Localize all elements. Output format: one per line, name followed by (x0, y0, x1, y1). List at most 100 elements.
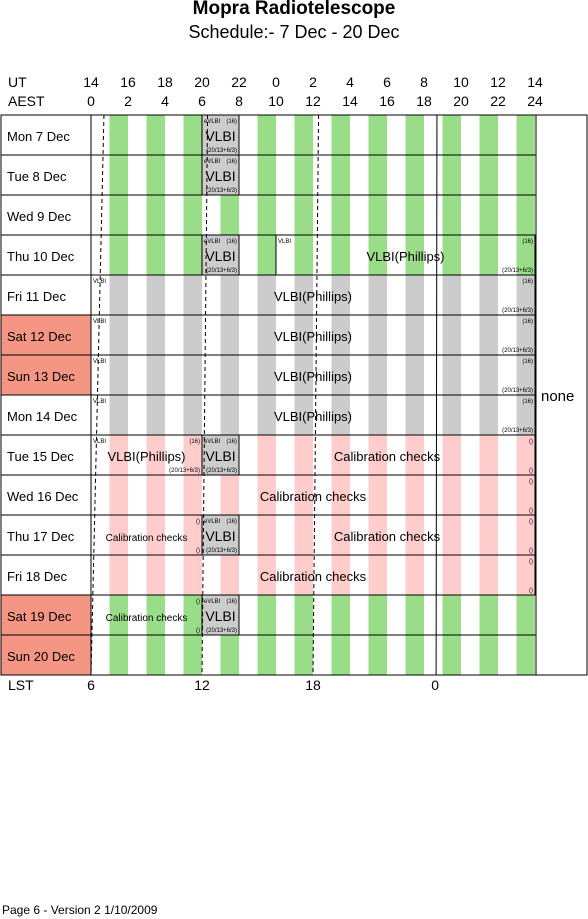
stripe-band (368, 355, 387, 395)
ut-tick-label: 6 (383, 74, 391, 90)
stripe-band (294, 115, 313, 155)
stripe-band (220, 195, 239, 235)
aest-tick-label: 12 (305, 93, 321, 109)
stripe-band (331, 435, 350, 475)
stripe-band (479, 235, 498, 275)
day-label-cell (0, 314, 92, 356)
page-footer: Page 6 - Version 2 1/10/2009 (2, 903, 158, 917)
stripe-band (479, 515, 498, 555)
aest-tick-label: 0 (87, 93, 95, 109)
stripe-band (516, 515, 535, 555)
stripe-band (183, 355, 202, 395)
block-tag: VLBI (93, 319, 106, 325)
stripe-band (442, 115, 461, 155)
aest-tick-label: 6 (198, 93, 206, 109)
day-label-cell (0, 194, 92, 236)
stripe-band (516, 155, 535, 195)
block-label: VLBI (205, 128, 235, 144)
stripe-band (442, 435, 461, 475)
stripe-band (405, 115, 424, 155)
stripe-band (146, 555, 165, 595)
day-label: Tue 8 Dec (7, 169, 67, 184)
day-label-cell (0, 434, 92, 476)
block-count: (16) (226, 599, 237, 605)
stripe-band (405, 395, 424, 435)
stripe-band (479, 595, 498, 635)
stripe-band (109, 155, 128, 195)
block-label: VLBI(Phillips) (274, 329, 352, 344)
stripe-band (257, 555, 276, 595)
stripe-band (442, 275, 461, 315)
stripe-band (294, 435, 313, 475)
stripe-band (109, 515, 128, 555)
ut-tick-label: 20 (194, 74, 210, 90)
stripe-band (109, 635, 128, 675)
stripe-band (405, 195, 424, 235)
stripe-band (479, 395, 498, 435)
lst-guide-line (90, 114, 105, 676)
stripe-band (109, 355, 128, 395)
aest-tick-label: 14 (342, 93, 358, 109)
stripe-band (516, 635, 535, 675)
day-label-cell (0, 274, 92, 316)
stripe-band (516, 595, 535, 635)
stripe-band (220, 355, 239, 395)
stripe-band (516, 355, 535, 395)
day-label-cell (0, 154, 92, 196)
stripe-band (442, 235, 461, 275)
block-label: VLBI (205, 528, 235, 544)
ut-tick-label: 0 (272, 74, 280, 90)
stripe-band (479, 275, 498, 315)
stripe-band (183, 435, 202, 475)
stripe-band (146, 595, 165, 635)
stripe-band (257, 515, 276, 555)
stripe-band (294, 195, 313, 235)
block-count: (16) (226, 119, 237, 125)
block-count: (16) (226, 239, 237, 245)
block-config: (20/13+6/3) (502, 348, 533, 354)
aest-label: AEST (8, 93, 45, 109)
lst-tick-label: 6 (87, 677, 95, 693)
day-label: Wed 9 Dec (7, 209, 72, 224)
stripe-band (109, 395, 128, 435)
stripe-band (405, 435, 424, 475)
stripe-band (331, 235, 350, 275)
stripe-band (257, 155, 276, 195)
stripe-band (146, 515, 165, 555)
stripe-band (257, 315, 276, 355)
block-config: () (196, 628, 200, 634)
stripe-band (294, 515, 313, 555)
block-count: (16) (522, 359, 533, 365)
stripe-band (109, 595, 128, 635)
block-config: (20/13+6/3) (502, 428, 533, 434)
stripe-band (146, 235, 165, 275)
stripe-band (405, 275, 424, 315)
block-config: () (529, 468, 533, 474)
stripe-band (183, 595, 202, 635)
day-label: Mon 14 Dec (7, 409, 78, 424)
block-count: () (196, 519, 200, 525)
lst-guide-line (312, 114, 320, 676)
stripe-band (331, 635, 350, 675)
stripe-band (331, 595, 350, 635)
stripe-band (183, 395, 202, 435)
stripe-band (516, 195, 535, 235)
stripe-band (331, 115, 350, 155)
aest-tick-label: 16 (379, 93, 395, 109)
aest-tick-label: 20 (453, 93, 469, 109)
stripe-band (109, 475, 128, 515)
block-label: VLBI(Phillips) (107, 449, 185, 464)
block-tag: VLBI (278, 239, 291, 245)
block-config: (20/13+6/3) (206, 468, 237, 474)
stripe-band (516, 275, 535, 315)
aest-tick-label: 18 (416, 93, 432, 109)
stripe-band (146, 155, 165, 195)
ut-tick-label: 14 (83, 74, 99, 90)
block-count: (16) (522, 319, 533, 325)
stripe-band (220, 555, 239, 595)
block-label: Calibration checks (334, 449, 441, 464)
block-label: Calibration checks (260, 489, 367, 504)
stripe-band (516, 475, 535, 515)
stripe-band (109, 315, 128, 355)
stripe-band (183, 475, 202, 515)
